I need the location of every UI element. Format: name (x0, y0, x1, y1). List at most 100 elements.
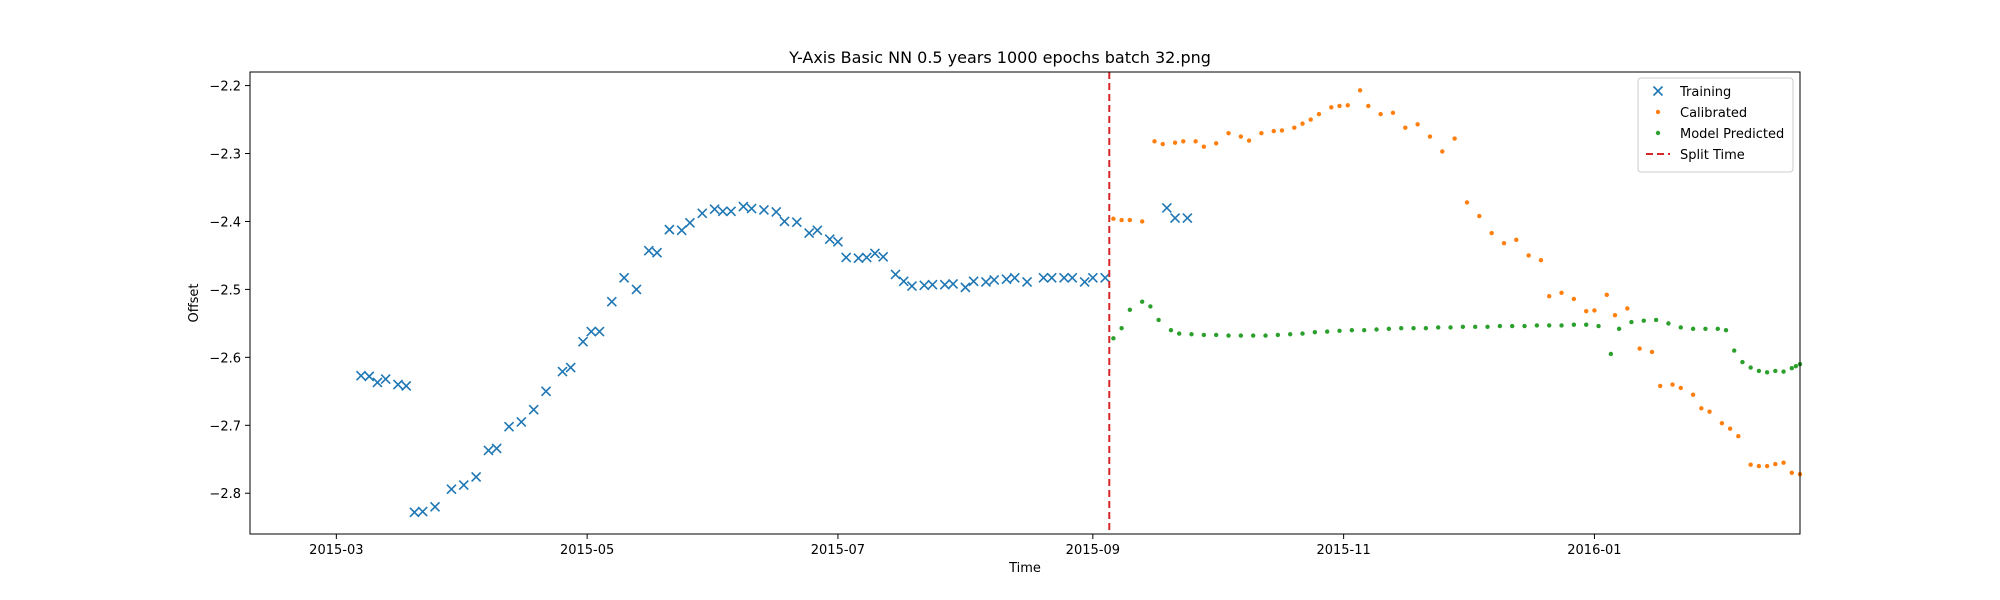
training-point (878, 251, 889, 262)
legend-label: Calibrated (1680, 106, 1747, 121)
y-tick-label: −2.5 (209, 283, 241, 298)
training-point (1100, 272, 1111, 283)
training-point (565, 362, 576, 373)
training-point (557, 366, 568, 377)
training-point (1009, 272, 1020, 283)
legend-item: Training (1652, 85, 1731, 100)
plot-area (355, 72, 1803, 534)
model-predicted-point (1226, 333, 1231, 338)
training-point (409, 507, 420, 518)
calibrated-point (1559, 290, 1564, 296)
model-predicted-point (1312, 330, 1318, 335)
calibrated-point (1604, 292, 1609, 298)
calibrated-point (1670, 382, 1675, 387)
training-point (861, 252, 872, 263)
x-tick-label: 2015-11 (1316, 543, 1370, 558)
model-predicted-point (1201, 332, 1207, 338)
model-predicted-point (1423, 325, 1429, 331)
calibrated-point (1308, 117, 1313, 122)
model-predicted-point (1608, 351, 1614, 357)
training-point (458, 480, 469, 491)
calibrated-point (1526, 253, 1531, 258)
calibrated-point (1345, 103, 1350, 108)
model-predicted-point (1300, 331, 1305, 336)
calibrated-point (1403, 125, 1408, 130)
calibrated-point (1238, 134, 1244, 139)
training-point (709, 204, 720, 215)
training-point (968, 276, 979, 287)
training-point (758, 204, 769, 215)
model-predicted-point (1559, 323, 1564, 328)
calibrated-point (1501, 241, 1507, 246)
calibrated-point (1781, 460, 1786, 465)
calibrated-point (1707, 409, 1712, 414)
x-tick-label: 2015-09 (1066, 543, 1120, 558)
calibrated-point (1547, 294, 1552, 299)
calibrated-point (1160, 141, 1165, 147)
training-point (853, 253, 864, 264)
x-tick-label: 2015-05 (560, 543, 614, 558)
model-predicted-point (1148, 304, 1153, 309)
model-predicted-point (1715, 326, 1720, 332)
model-predicted-point (1472, 324, 1478, 329)
y-tick-label: −2.4 (209, 215, 241, 230)
legend-item: Calibrated (1655, 106, 1747, 121)
calibrated-point (1538, 257, 1544, 263)
model-predicted-point (1139, 299, 1145, 304)
training-point (824, 234, 835, 245)
calibrated-point (1378, 111, 1383, 117)
model-predicted-point (1386, 326, 1392, 332)
training-point (1058, 272, 1070, 283)
model-predicted-point (1666, 321, 1671, 326)
training-point (401, 380, 412, 391)
calibrated-point (1584, 308, 1589, 314)
training-point (491, 443, 502, 454)
training-point (898, 276, 909, 287)
calibrated-point (1489, 230, 1494, 236)
calibrated-point (1181, 139, 1186, 144)
model-predicted-point (1448, 325, 1453, 330)
calibrated-point (1649, 349, 1655, 355)
calibrated-point (1637, 346, 1642, 351)
model-predicted-point (1250, 333, 1256, 338)
x-tick-label: 2015-03 (309, 543, 363, 558)
model-predicted-point (1263, 333, 1268, 338)
calibrated-point (1748, 462, 1753, 467)
training-point (1001, 274, 1012, 285)
model-predicted-point (1740, 359, 1745, 365)
legend-box (1637, 77, 1794, 173)
y-tick-label: −2.8 (209, 487, 241, 502)
calibrated-point (1678, 385, 1683, 391)
calibrated-point (1727, 426, 1733, 431)
training-point (577, 336, 589, 347)
model-predicted-point (1435, 325, 1441, 330)
training-point (779, 216, 790, 227)
calibrated-point (1226, 130, 1231, 136)
calibrated-point (1366, 103, 1371, 109)
training-point (725, 206, 737, 217)
calibrated-point (1119, 217, 1124, 223)
training-point (372, 377, 383, 388)
model-predicted-point (1324, 329, 1330, 334)
model-predicted-point (1238, 333, 1244, 338)
training-point (947, 278, 959, 290)
calibrated-point (1337, 103, 1342, 109)
training-point (869, 248, 880, 259)
training-point (516, 416, 527, 427)
model-predicted-point (1678, 325, 1683, 330)
training-point (503, 421, 515, 432)
calibrated-point (1719, 421, 1725, 426)
training-point (364, 371, 375, 382)
calibrated-point (1736, 433, 1741, 439)
model-predicted-point (1690, 326, 1696, 332)
training-point (664, 224, 675, 235)
y-tick-label: −2.6 (209, 351, 241, 366)
model-predicted-point (1534, 323, 1540, 328)
chart-title: Y-Axis Basic NN 0.5 years 1000 epochs ba… (788, 48, 1211, 67)
model-predicted-point (1176, 331, 1182, 336)
model-predicted-point (1127, 307, 1133, 312)
y-tick-label: −2.3 (209, 148, 241, 163)
model-predicted-point (1764, 370, 1770, 375)
training-point (429, 501, 441, 512)
